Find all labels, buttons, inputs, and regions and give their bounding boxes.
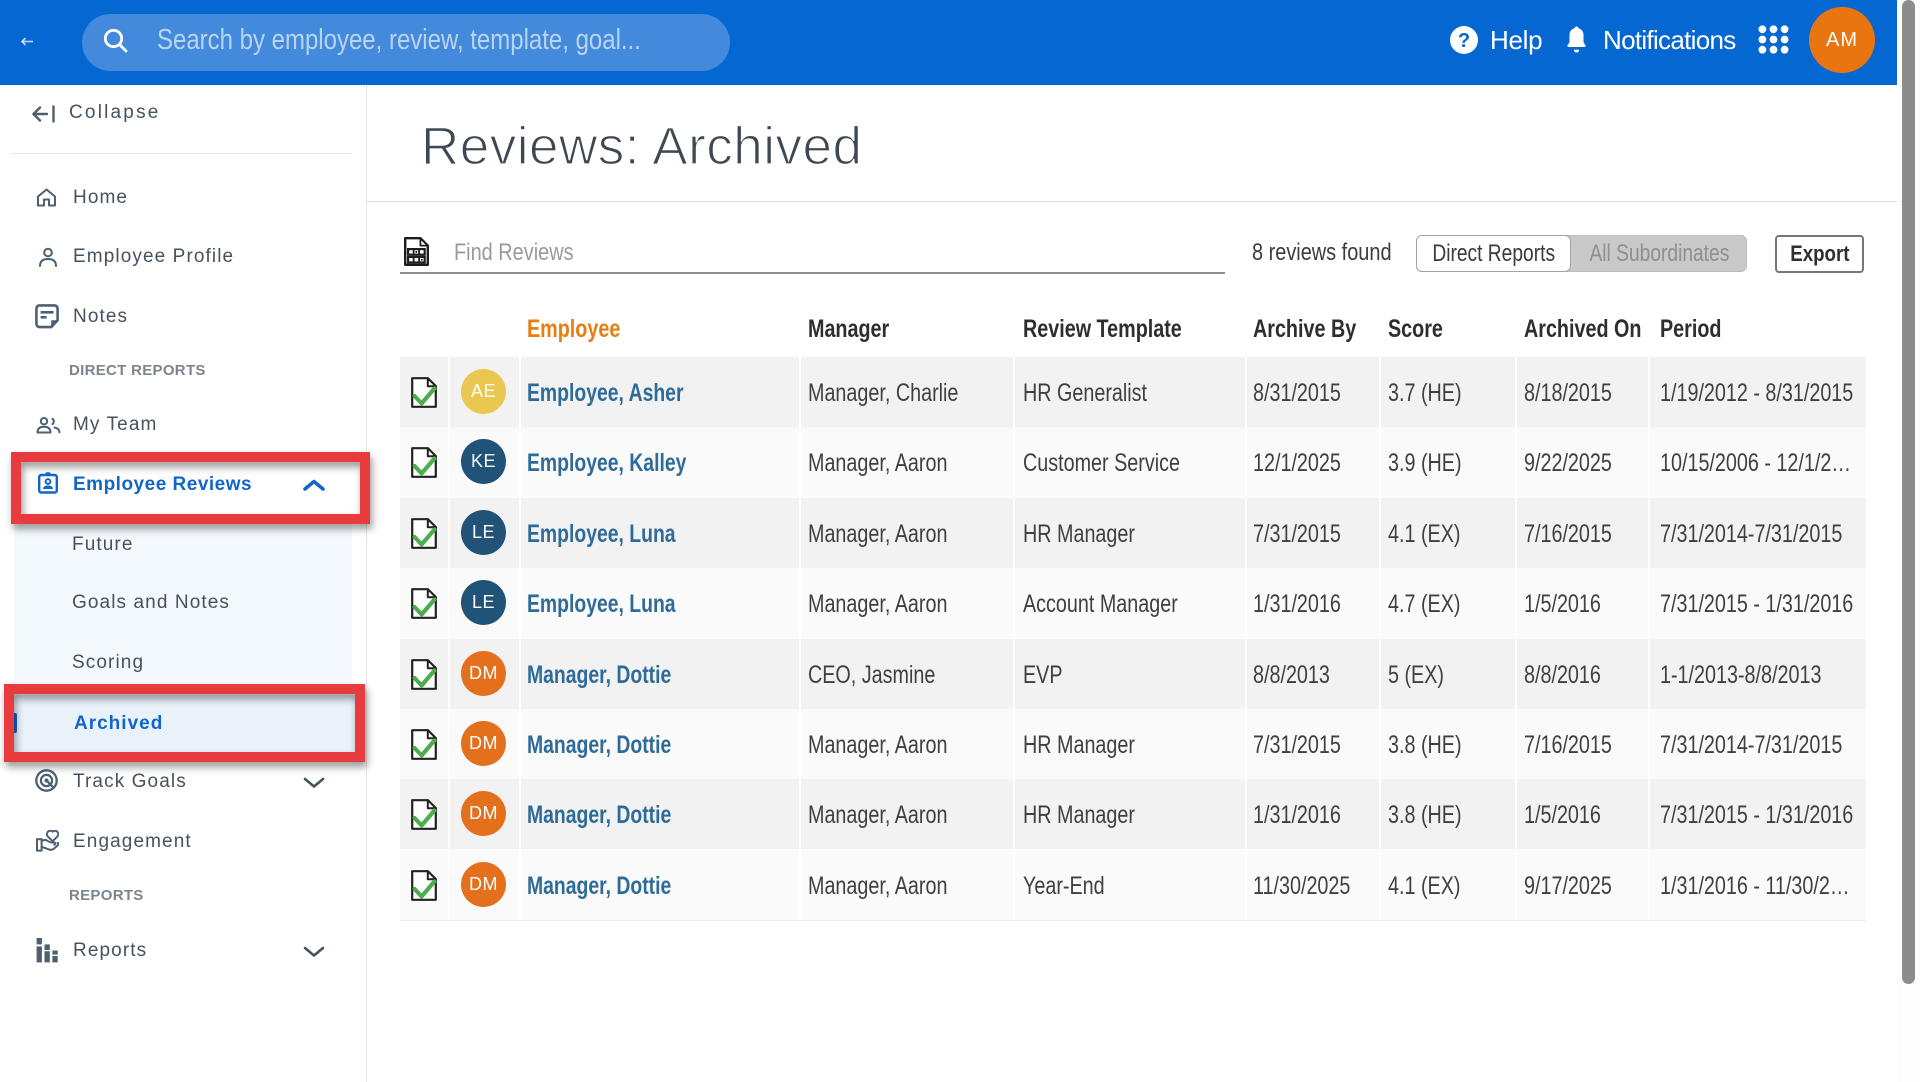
svg-text:?: ?: [1458, 30, 1470, 52]
